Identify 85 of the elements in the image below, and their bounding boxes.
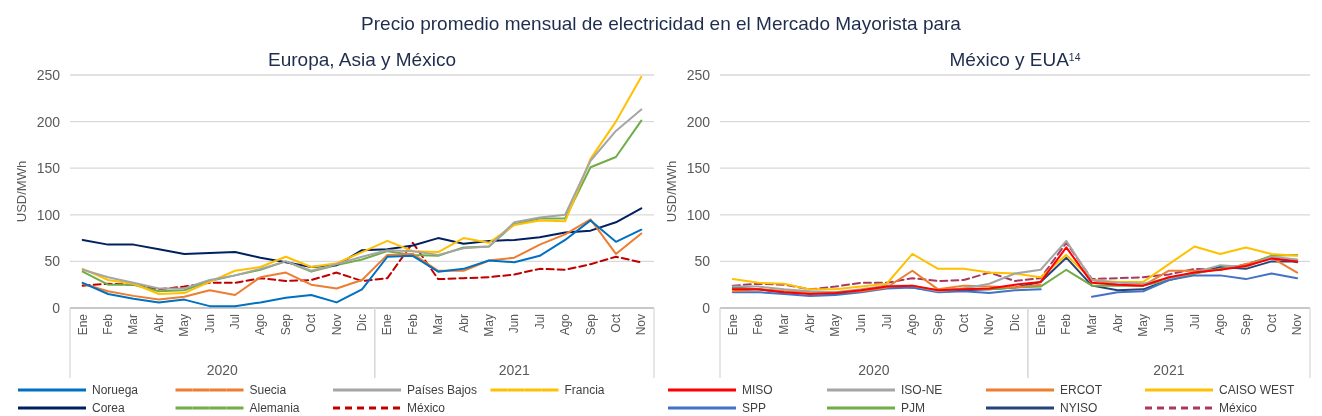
- x-tick-label: May: [481, 314, 496, 337]
- x-tick-label: Oct: [956, 313, 971, 333]
- x-tick-label: Ago: [905, 313, 920, 336]
- y-tick-label: 50: [694, 253, 711, 270]
- y-tick-label: 100: [36, 206, 61, 223]
- chart-subtitle: Europa, Asia y México: [268, 49, 456, 70]
- legend-label: PJM: [901, 401, 925, 416]
- legend-label: MISO: [742, 383, 773, 398]
- x-tick-label: Ago: [253, 313, 268, 336]
- x-tick-label: Jun: [1161, 314, 1176, 334]
- x-tick-label: Ene: [725, 313, 740, 336]
- y-axis-title: USD/MWh: [14, 160, 29, 223]
- legend-label: NYISO: [1060, 401, 1098, 416]
- x-tick-label: Sep: [931, 313, 946, 336]
- x-tick-label: Oct: [1264, 313, 1279, 333]
- x-tick-label: Ago: [558, 313, 573, 336]
- x-tick-label: Nov: [329, 314, 344, 336]
- line-series: [81, 75, 643, 296]
- legend-label: Países Bajos: [407, 383, 478, 398]
- legend-label: Suecia: [249, 383, 287, 398]
- x-tick-label: Abr: [1110, 314, 1125, 333]
- x-tick-label: May: [1136, 314, 1151, 337]
- x-tick-label: Abr: [802, 314, 817, 333]
- legend-label: México: [407, 401, 446, 416]
- x-tick-label: Abr: [151, 314, 166, 333]
- legend-label: ISO-NE: [901, 383, 943, 398]
- y-tick-label: 0: [702, 299, 711, 316]
- y-tick-label: 200: [686, 113, 711, 130]
- x-tick-label: Nov: [982, 314, 997, 336]
- y-tick-label: 100: [686, 206, 711, 223]
- legend-label: SPP: [742, 401, 767, 416]
- line-series: [81, 241, 643, 291]
- y-tick-label: 200: [36, 113, 61, 130]
- text: 2021: [498, 362, 531, 378]
- x-tick-label: May: [828, 314, 843, 337]
- legend-label: México: [1219, 401, 1258, 416]
- x-tick-label: Ene: [380, 313, 395, 336]
- legend-label: Alemania: [249, 401, 300, 416]
- x-tick-label: Mar: [777, 314, 792, 335]
- x-tick-label: Feb: [1059, 313, 1074, 335]
- x-tick-label: Sep: [583, 313, 598, 336]
- x-tick-label: Ene: [75, 313, 90, 336]
- legend-label: ERCOT: [1060, 383, 1103, 398]
- y-tick-label: 250: [36, 66, 61, 83]
- y-tick-label: 150: [686, 160, 711, 177]
- x-tick-label: Nov: [634, 314, 649, 336]
- y-tick-label: 150: [36, 160, 61, 177]
- x-tick-label: Ago: [1213, 313, 1228, 336]
- line-series: [81, 207, 643, 268]
- x-tick-label: Sep: [278, 313, 293, 336]
- x-tick-label: Feb: [751, 313, 766, 335]
- x-tick-label: Jun: [854, 314, 869, 334]
- chart-title: Precio promedio mensual de electricidad en el Mercado Mayorista para: [361, 13, 962, 34]
- x-tick-label: Dic: [355, 314, 369, 332]
- x-tick-label: Feb: [101, 313, 116, 335]
- x-tick-label: Jul: [228, 314, 243, 330]
- x-tick-label: Mar: [126, 314, 141, 335]
- x-tick-label: Jul: [1187, 314, 1202, 330]
- x-tick-label: May: [177, 314, 192, 337]
- x-tick-label: Oct: [608, 313, 623, 333]
- y-tick-label: 50: [44, 253, 61, 270]
- chart-subtitle: México y EUA$^{14}$: [949, 49, 1081, 70]
- legend-label: Corea: [92, 401, 126, 416]
- x-tick-label: Jun: [202, 314, 217, 334]
- x-tick-label: Mar: [1084, 314, 1099, 335]
- x-tick-label: Mar: [431, 314, 446, 335]
- x-tick-label: Oct: [304, 313, 319, 333]
- text: 2020: [206, 362, 239, 378]
- y-tick-label: 250: [686, 66, 711, 83]
- legend-label: Noruega: [92, 383, 139, 398]
- y-axis-title: USD/MWh: [664, 160, 679, 223]
- legend-label: Francia: [564, 383, 605, 398]
- x-tick-label: Nov: [1290, 314, 1305, 336]
- x-tick-label: Feb: [405, 313, 420, 335]
- x-tick-label: Dic: [1008, 314, 1022, 332]
- legend-label: CAISO WEST: [1219, 383, 1296, 398]
- text: 2021: [1153, 362, 1185, 378]
- x-tick-label: Abr: [456, 314, 471, 333]
- x-tick-label: Jun: [507, 314, 522, 334]
- x-tick-label: Sep: [1238, 313, 1253, 336]
- x-tick-label: Ene: [1033, 313, 1048, 336]
- text: 2020: [858, 362, 890, 378]
- x-tick-label: Jul: [532, 314, 547, 330]
- y-tick-label: 0: [52, 299, 61, 316]
- x-tick-label: Jul: [879, 314, 894, 330]
